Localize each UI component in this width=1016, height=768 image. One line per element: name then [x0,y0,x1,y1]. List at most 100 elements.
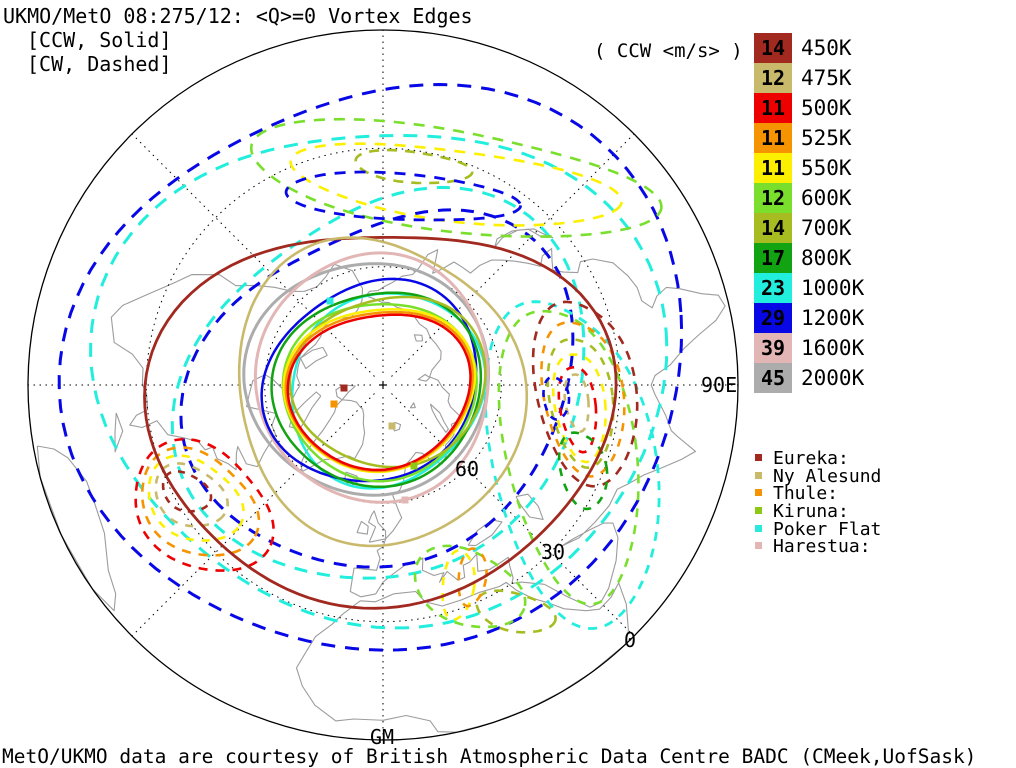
legend-row-700K: 14 700K [754,213,864,243]
legend-swatch-475K: 12 [754,63,792,93]
station-legend: Eureka: Ny Alesund Thule: Kiruna: Poker Flat… [755,450,881,556]
legend-level-label: 2000K [801,366,865,390]
legend-row-475K: 12 475K [754,63,864,93]
contour-800K-cw-dashed [557,431,609,511]
legend-header: ( CCW <m/s> ) [594,40,743,62]
contour-1200K-cw-dashed [284,170,523,222]
contour-800K-ccw-solid [270,291,483,489]
legend-swatch-500K: 11 [754,93,792,123]
contour-525K-cw-dashed [457,547,488,608]
station-swatch-icon [755,489,762,497]
station-name: Poker Flat [773,518,882,540]
legend-level-label: 600K [801,186,852,210]
contour-525K-cw-dashed [141,446,261,557]
station-row: Kiruna: [755,503,881,521]
coastline [467,519,503,547]
contour-550K-ccw-solid [282,308,477,474]
contour-1600K-ccw-solid [253,251,490,504]
legend-swatch-2000K: 45 [754,363,792,393]
latitude-circle [264,266,502,504]
station-swatch-icon [755,524,762,532]
station-swatch-icon [755,471,762,479]
station-swatch-icon [755,542,762,550]
legend-level-label: 1200K [801,306,865,330]
contour-550K-cw-dashed [289,142,624,227]
contour-450K-cw-dashed [161,470,213,513]
coastline [368,510,387,543]
contour-2000K-ccw-solid [242,262,491,497]
coastline [413,334,424,342]
legend-row-1600K: 39 1600K [754,333,864,363]
contour-475K-ccw-solid [237,236,529,548]
station-marker-icon [410,462,418,470]
station-marker-icon [330,400,338,408]
station-swatch-icon [755,454,762,461]
contour-700K-cw-dashed [546,338,615,469]
contour-1200K-cw-dashed [542,375,571,421]
latitude-circle [145,147,621,623]
legend-level-label: 450K [801,36,852,60]
map-boundary [27,29,739,741]
station-name: Ny Alesund [773,465,882,487]
coastline [417,373,431,382]
legend-row-2000K: 45 2000K [754,363,864,393]
coastline [299,346,328,370]
legend-swatch-1200K: 29 [754,303,792,333]
contour-525K-cw-dashed [540,321,626,478]
legend-row-500K: 11 500K [754,93,864,123]
legend-level-label: 550K [801,156,852,180]
station-marker-icon [340,384,348,392]
lat-label-0: 0 [624,628,637,652]
contour-600K-cw-dashed [497,309,640,606]
station-marker-icon [401,496,409,504]
lon-label-gm: GM [370,725,395,749]
contour-1000K-cw-dashed [483,300,661,630]
lon-label-90e: 90E [701,373,738,397]
station-name: Kiruna: [773,501,849,523]
contour-475K-cw-dashed [154,462,229,528]
legend-row-1200K: 29 1200K [754,303,864,333]
contour-1000K-cw-dashed [170,185,586,580]
coastline [494,228,554,248]
legend-row-1000K: 23 1000K [754,273,864,303]
contour-500K-ccw-solid [286,313,472,472]
level-legend: 14 450K 12 475K 11 500K 11 525K 11 550K 12 600K 14 70… [754,33,864,393]
legend-swatch-450K: 14 [754,33,792,63]
legend-level-label: 525K [801,126,852,150]
legend-swatch-525K: 11 [754,123,792,153]
subtitle-ccw-solid: [CCW, Solid] [27,28,172,52]
contour-450K-cw-dashed [531,300,639,488]
coastline [114,412,124,453]
contour-1200K-ccw-solid [260,277,478,483]
legend-swatch-1000K: 23 [754,273,792,303]
legend-row-550K: 11 550K [754,153,864,183]
contour-1200K-cw-dashed [57,82,684,652]
station-row: Poker Flat [755,518,882,540]
contour-525K-ccw-solid [284,310,474,473]
legend-row-525K: 11 525K [754,123,864,153]
station-marker-icon [326,297,334,305]
coastline [429,403,449,433]
legend-row-600K: 12 600K [754,183,864,213]
contour-550K-cw-dashed [551,353,607,464]
contour-1200K-cw-dashed [179,208,575,569]
coastline [36,445,117,612]
station-name: Harestua: [773,536,871,558]
coastline [409,402,416,409]
station-row: Harestua: [755,538,881,556]
contour-500K-cw-dashed [557,365,598,454]
station-swatch-icon [755,507,762,515]
page-title: UKMO/MetO 08:275/12: <Q>=0 Vortex Edges [3,4,473,28]
coastline [349,247,726,608]
contour-1000K-cw-dashed [89,133,669,630]
station-row: Eureka: [755,450,881,468]
legend-level-label: 800K [801,246,852,270]
station-name: Eureka: [773,448,849,469]
legend-level-label: 1000K [801,276,865,300]
lat-label-60: 60 [455,457,480,481]
contour-600K-cw-dashed [250,117,663,238]
legend-level-label: 500K [801,96,852,120]
subtitle-cw-dashed: [CW, Dashed] [27,52,172,76]
